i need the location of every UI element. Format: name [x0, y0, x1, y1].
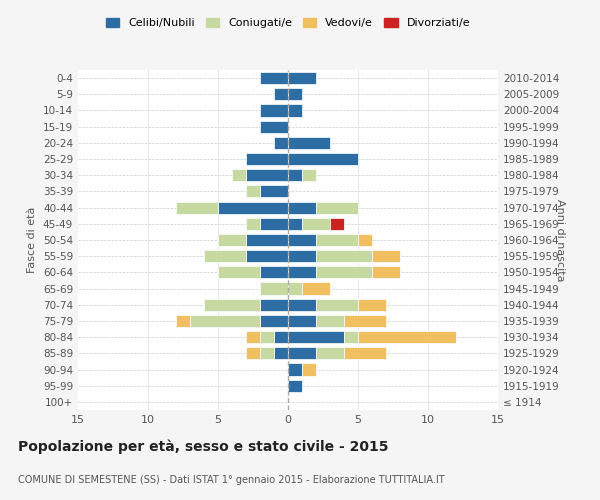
Bar: [274, 88, 288, 101]
Bar: [246, 331, 260, 343]
Bar: [288, 218, 302, 230]
Bar: [316, 202, 358, 213]
Bar: [246, 153, 288, 165]
Bar: [260, 218, 288, 230]
Bar: [358, 331, 456, 343]
Bar: [372, 250, 400, 262]
Bar: [260, 331, 274, 343]
Bar: [260, 315, 288, 327]
Bar: [246, 169, 288, 181]
Bar: [260, 120, 288, 132]
Bar: [302, 364, 316, 376]
Bar: [302, 282, 330, 294]
Bar: [372, 266, 400, 278]
Bar: [218, 266, 260, 278]
Bar: [288, 348, 316, 360]
Bar: [204, 298, 260, 311]
Bar: [316, 234, 358, 246]
Bar: [344, 315, 386, 327]
Bar: [274, 137, 288, 149]
Bar: [274, 348, 288, 360]
Bar: [288, 169, 302, 181]
Bar: [218, 234, 246, 246]
Bar: [246, 348, 260, 360]
Bar: [288, 234, 316, 246]
Bar: [176, 202, 218, 213]
Bar: [316, 348, 344, 360]
Bar: [260, 72, 288, 84]
Bar: [316, 298, 358, 311]
Bar: [302, 169, 316, 181]
Bar: [288, 153, 358, 165]
Y-axis label: Fasce di età: Fasce di età: [28, 207, 37, 273]
Bar: [288, 266, 316, 278]
Bar: [288, 364, 302, 376]
Bar: [260, 186, 288, 198]
Bar: [288, 88, 302, 101]
Bar: [288, 104, 302, 117]
Bar: [288, 72, 316, 84]
Bar: [204, 250, 246, 262]
Bar: [358, 298, 386, 311]
Bar: [288, 331, 344, 343]
Bar: [330, 218, 344, 230]
Bar: [260, 104, 288, 117]
Bar: [288, 282, 302, 294]
Bar: [260, 348, 274, 360]
Bar: [260, 266, 288, 278]
Bar: [260, 298, 288, 311]
Bar: [316, 266, 372, 278]
Bar: [274, 331, 288, 343]
Bar: [218, 202, 288, 213]
Bar: [260, 282, 288, 294]
Bar: [246, 218, 260, 230]
Bar: [288, 137, 330, 149]
Bar: [176, 315, 190, 327]
Bar: [288, 315, 316, 327]
Bar: [344, 348, 386, 360]
Bar: [246, 186, 260, 198]
Text: COMUNE DI SEMESTENE (SS) - Dati ISTAT 1° gennaio 2015 - Elaborazione TUTTITALIA.: COMUNE DI SEMESTENE (SS) - Dati ISTAT 1°…: [18, 475, 445, 485]
Text: Popolazione per età, sesso e stato civile - 2015: Popolazione per età, sesso e stato civil…: [18, 440, 389, 454]
Bar: [190, 315, 260, 327]
Bar: [288, 202, 316, 213]
Bar: [316, 250, 372, 262]
Bar: [344, 331, 358, 343]
Bar: [288, 250, 316, 262]
Y-axis label: Anni di nascita: Anni di nascita: [555, 198, 565, 281]
Bar: [288, 298, 316, 311]
Bar: [246, 250, 288, 262]
Bar: [316, 315, 344, 327]
Bar: [302, 218, 330, 230]
Bar: [246, 234, 288, 246]
Bar: [358, 234, 372, 246]
Bar: [232, 169, 246, 181]
Legend: Celibi/Nubili, Coniugati/e, Vedovi/e, Divorziati/e: Celibi/Nubili, Coniugati/e, Vedovi/e, Di…: [101, 13, 475, 32]
Bar: [288, 380, 302, 392]
